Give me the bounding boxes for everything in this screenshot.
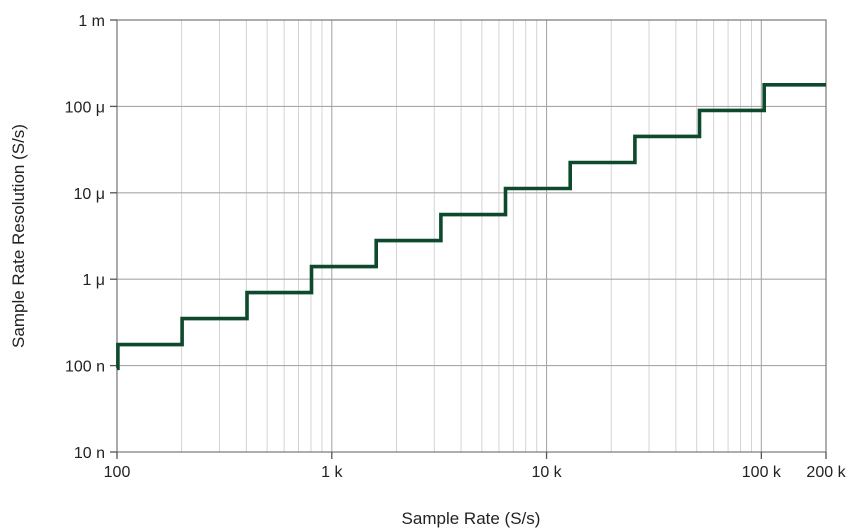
- y-tick-label: 10 μ: [74, 186, 105, 203]
- series-group: [116, 83, 826, 371]
- y-axis-title: Sample Rate Resolution (S/s): [9, 124, 28, 348]
- y-tick-label: 100 n: [65, 359, 105, 376]
- x-axis-title: Sample Rate (S/s): [402, 509, 541, 528]
- x-tick-label: 1 k: [321, 464, 343, 481]
- plot-background: [117, 20, 826, 452]
- y-tick-label: 1 m: [78, 13, 105, 30]
- x-tick-label: 10 k: [531, 464, 562, 481]
- y-tick-label: 1 μ: [82, 272, 105, 289]
- x-tick-labels: 100 1 k 10 k 100 k 200 k: [104, 464, 847, 481]
- y-tick-labels: 10 n 100 n 1 μ 10 μ 100 μ 1 m: [65, 13, 105, 462]
- tick-marks: [110, 19, 827, 459]
- series-line: [116, 83, 826, 371]
- x-tick-label: 100 k: [742, 464, 782, 481]
- x-tick-label: 200 k: [806, 464, 846, 481]
- y-tick-label: 100 μ: [65, 99, 105, 116]
- y-tick-label: 10 n: [74, 445, 105, 462]
- plot-frame: [116, 19, 827, 453]
- x-tick-label: 100: [104, 464, 131, 481]
